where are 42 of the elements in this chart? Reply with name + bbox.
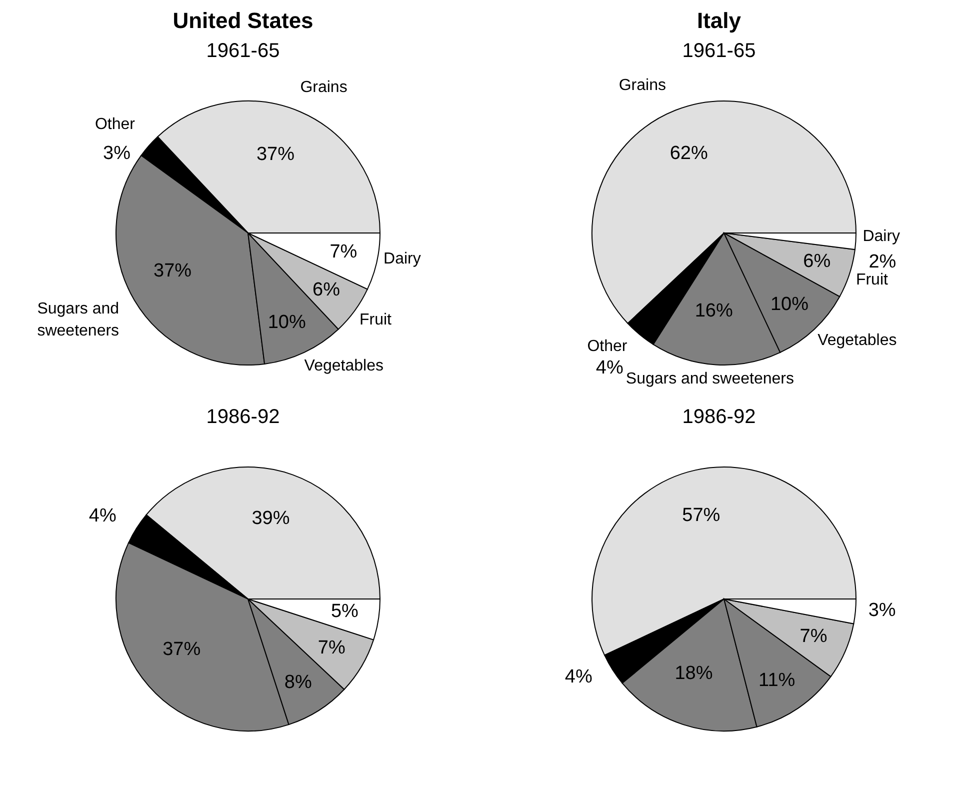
data-label: 37% [162, 639, 201, 660]
slice-label: Grains [618, 77, 666, 94]
slice-label: Dairy [384, 250, 421, 268]
slice-label: Dairy [862, 228, 900, 246]
data-label: 62% [670, 142, 708, 164]
chart-subtitle: 1986-92 [205, 406, 281, 430]
slice-label: Other [587, 338, 628, 355]
slice-label: Vegetables [818, 332, 897, 349]
data-label: 4% [564, 666, 592, 688]
data-label: 37% [154, 260, 192, 282]
data-label: 4% [88, 506, 116, 527]
data-label: 3% [103, 142, 131, 164]
slice-label: Other [94, 116, 136, 133]
slice-label: Sugars and sweeteners [37, 300, 120, 340]
chart-subtitle: 1961-65 [681, 40, 757, 64]
chart-subtitle: 1961-65 [205, 40, 281, 64]
slice-label: Grains [300, 78, 348, 96]
data-label: 18% [674, 662, 713, 684]
slice-label: Fruit [360, 312, 392, 329]
data-label: 11% [758, 670, 796, 692]
data-label: 39% [252, 508, 290, 529]
chart-title: Italy [696, 8, 742, 35]
data-label: 3% [868, 600, 896, 622]
slice-label: Vegetables [304, 357, 384, 374]
data-label: 16% [694, 300, 733, 322]
data-label: 5% [330, 601, 359, 622]
chart-title: United States [172, 8, 314, 35]
slice-label: Fruit [856, 272, 889, 288]
slice-label: Sugars and sweeteners [626, 370, 794, 388]
data-label: 7% [330, 241, 358, 262]
data-label: 8% [284, 672, 312, 693]
data-label: 57% [682, 505, 720, 526]
data-label: 6% [312, 280, 340, 301]
data-label: 10% [268, 312, 306, 334]
chart-subtitle: 1986-92 [681, 406, 757, 430]
data-label: 6% [803, 250, 831, 272]
data-label: 4% [596, 358, 624, 379]
data-label: 37% [256, 144, 295, 165]
data-label: 10% [770, 294, 809, 316]
data-label: 2% [868, 251, 896, 272]
data-label: 7% [318, 637, 346, 658]
data-label: 7% [800, 626, 828, 647]
